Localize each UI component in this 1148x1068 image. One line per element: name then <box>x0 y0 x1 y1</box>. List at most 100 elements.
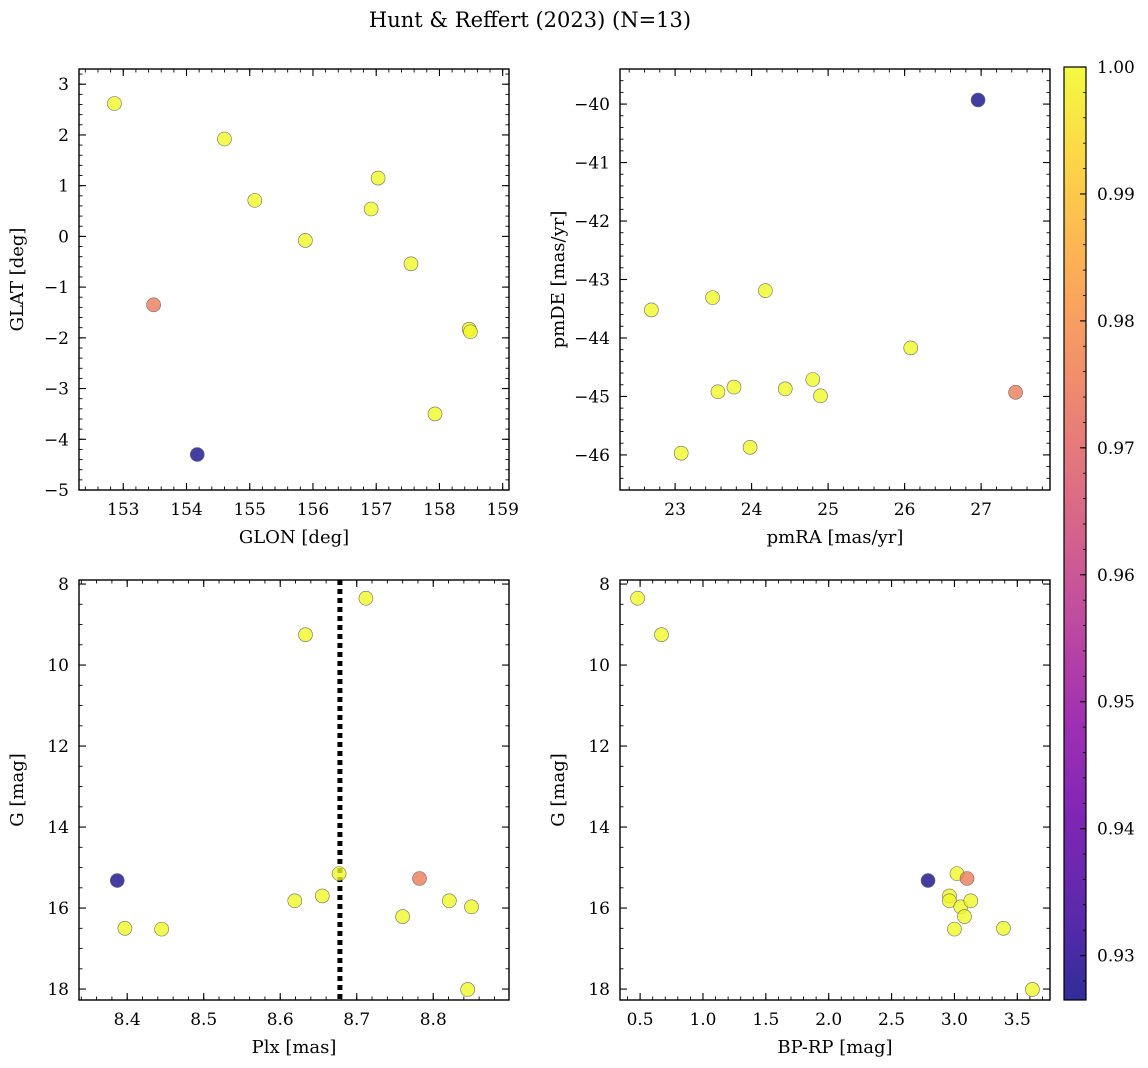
data-point <box>427 406 443 422</box>
data-point <box>673 445 689 461</box>
x-tick-label: 154 <box>170 500 202 520</box>
plot-frame <box>619 68 1051 491</box>
x-tick-label: 3.5 <box>1004 1010 1031 1030</box>
data-point <box>217 131 232 147</box>
scatter-panel-1: 153 154 155 156 157 158 159 3 2 1 0 −1 −2 −3 −4 −5 GLON … <box>7 68 519 548</box>
y-tick-label: −3 <box>44 380 69 400</box>
data-point <box>970 92 986 108</box>
data-point <box>805 372 821 387</box>
y-tick-label: −1 <box>44 278 69 298</box>
data-point <box>189 447 205 462</box>
data-point <box>442 893 457 909</box>
x-tick-label: 24 <box>741 500 763 520</box>
x-tick-label: 153 <box>107 500 139 520</box>
x-tick-label: 25 <box>817 500 839 520</box>
plot-frame <box>78 68 510 491</box>
data-point <box>287 893 303 909</box>
y-tick-label: 1 <box>58 177 69 197</box>
data-point <box>154 921 169 937</box>
colorbar-gradient <box>1063 66 1087 1001</box>
data-point <box>644 302 659 318</box>
data-point <box>298 233 313 248</box>
x-axis-label: pmRA [mas/yr] <box>767 527 904 548</box>
ticks <box>79 580 509 1000</box>
y-axis-label: GLAT [deg] <box>7 228 28 332</box>
data-point <box>463 324 478 340</box>
colorbar-tick-label: 0.94 <box>1097 820 1135 840</box>
y-tick-label: −5 <box>44 481 69 501</box>
data-point <box>813 388 828 404</box>
y-tick-label: 14 <box>47 818 69 838</box>
colorbar: 0.93 0.94 0.95 0.96 0.97 0.98 0.99 1.00 <box>1063 58 1135 1001</box>
y-tick-label: 18 <box>588 980 610 1000</box>
y-tick-label: 8 <box>599 575 610 595</box>
data-point <box>726 379 742 395</box>
data-point <box>1025 982 1040 997</box>
y-tick-label: 16 <box>588 899 610 919</box>
data-point <box>247 193 263 208</box>
x-tick-label: 8.8 <box>420 1010 447 1030</box>
data-point <box>412 871 427 886</box>
y-tick-label: 2 <box>58 126 69 146</box>
y-tick-label: −2 <box>44 329 69 349</box>
y-tick-label: 12 <box>47 737 69 757</box>
colorbar-tick-label: 0.93 <box>1097 947 1135 967</box>
data-point <box>959 871 975 886</box>
y-tick-label: 18 <box>47 980 69 1000</box>
y-tick-label: 12 <box>588 737 610 757</box>
data-point <box>963 893 979 909</box>
data-point <box>363 201 379 217</box>
x-tick-label: 27 <box>970 500 992 520</box>
plot-frame <box>619 579 1051 1001</box>
y-tick-label: 8 <box>58 575 69 595</box>
colorbar-tick-label: 0.98 <box>1097 312 1135 332</box>
data-point <box>630 590 645 606</box>
data-point <box>758 283 773 298</box>
y-tick-label: 0 <box>58 227 69 247</box>
x-tick-label: 2.5 <box>878 1010 905 1030</box>
y-tick-label: 14 <box>588 818 610 838</box>
data-point <box>1008 385 1023 400</box>
x-axis-label: GLON [deg] <box>239 527 349 548</box>
data-point <box>705 290 720 305</box>
data-points <box>109 590 479 997</box>
x-tick-label: 159 <box>486 500 518 520</box>
x-tick-label: 8.6 <box>267 1010 294 1030</box>
x-tick-label: 157 <box>360 500 392 520</box>
colorbar-tick-label: 0.95 <box>1097 693 1135 713</box>
data-point <box>109 873 125 888</box>
data-points <box>630 590 1040 997</box>
data-point <box>403 256 419 272</box>
colorbar-tick-label: 0.99 <box>1097 185 1135 205</box>
data-point <box>996 921 1011 936</box>
data-point <box>315 888 330 904</box>
data-point <box>395 909 410 924</box>
y-tick-label: −44 <box>574 329 610 349</box>
y-tick-label: −4 <box>44 430 69 450</box>
data-point <box>710 384 726 400</box>
data-point <box>742 440 758 455</box>
data-point <box>464 899 479 915</box>
colorbar-tick-label: 1.00 <box>1097 58 1135 78</box>
data-point <box>358 590 374 606</box>
data-point <box>107 96 122 111</box>
data-point <box>298 627 313 642</box>
y-tick-label: −41 <box>574 154 610 174</box>
data-point <box>942 893 957 909</box>
x-tick-label: 0.5 <box>627 1010 654 1030</box>
scatter-panel-3: 8.4 8.5 8.6 8.7 8.8 8 10 12 14 16 18 Plx [mas] G [ma… <box>7 575 510 1058</box>
y-axis-label: G [mag] <box>7 753 28 826</box>
x-tick-label: 23 <box>664 500 686 520</box>
x-tick-label: 8.7 <box>343 1010 370 1030</box>
colorbar-tick-label: 0.96 <box>1097 566 1135 586</box>
data-point <box>331 866 347 881</box>
x-tick-label: 1.5 <box>752 1010 779 1030</box>
x-tick-label: 1.0 <box>689 1010 716 1030</box>
y-tick-label: 16 <box>47 899 69 919</box>
data-point <box>903 340 919 356</box>
data-point <box>957 909 972 924</box>
scatter-panel-4: 0.5 1.0 1.5 2.0 2.5 3.0 3.5 8 10 12 14 16 18 BP-RP [m… <box>548 575 1051 1058</box>
data-point <box>920 873 936 888</box>
y-tick-label: −40 <box>574 95 610 115</box>
data-point <box>370 170 386 186</box>
